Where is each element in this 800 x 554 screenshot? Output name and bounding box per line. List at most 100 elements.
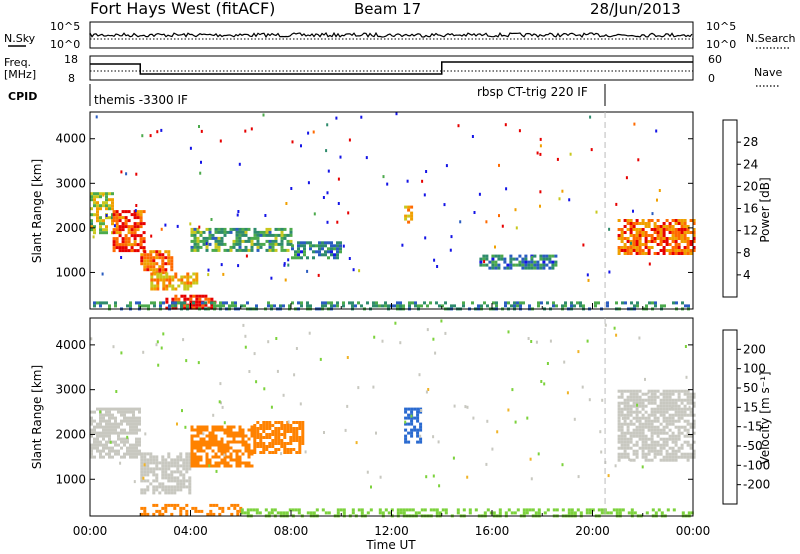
range-cell — [205, 443, 209, 447]
range-cell — [126, 416, 129, 420]
range-cell — [636, 403, 639, 407]
range-cell — [635, 243, 639, 246]
range-cell — [531, 255, 533, 259]
range-cell — [130, 246, 134, 250]
range-cell — [270, 508, 274, 512]
range-cell — [102, 416, 105, 420]
range-cell — [179, 506, 183, 510]
range-cell — [416, 428, 420, 432]
range-cell — [188, 458, 192, 462]
range-cell — [112, 213, 116, 217]
range-cell — [129, 428, 132, 432]
range-cell — [244, 227, 248, 231]
range-cell — [167, 256, 171, 260]
range-cell — [135, 431, 138, 435]
range-cell — [176, 422, 178, 426]
range-cell — [623, 434, 627, 438]
range-cell — [683, 219, 687, 222]
range-cell — [127, 210, 131, 214]
range-cell — [617, 249, 621, 252]
range-cell — [182, 473, 186, 477]
range-cell — [659, 458, 663, 462]
range-cell — [656, 237, 660, 240]
range-cell — [626, 395, 630, 399]
range-cell — [638, 401, 642, 405]
range-cell — [276, 369, 279, 373]
range-cell — [511, 388, 514, 392]
range-cell — [289, 451, 293, 454]
range-cell — [236, 509, 240, 513]
colorbar-tick-label: 28 — [743, 135, 758, 149]
range-cell — [182, 458, 186, 462]
range-cell — [635, 407, 639, 411]
range-cell — [205, 242, 208, 246]
range-cell — [223, 455, 227, 459]
range-cell — [90, 416, 93, 420]
range-cell — [674, 237, 678, 240]
range-cell — [444, 508, 448, 512]
range-cell — [130, 234, 134, 238]
range-cell — [170, 491, 174, 495]
range-cell — [579, 301, 582, 305]
range-cell — [500, 257, 504, 261]
range-cell — [677, 413, 681, 417]
range-cell — [615, 508, 619, 512]
range-cell — [539, 190, 542, 194]
range-cell — [515, 257, 519, 261]
range-cell — [635, 416, 639, 420]
range-cell — [351, 304, 354, 308]
range-cell — [689, 410, 693, 414]
range-cell — [201, 306, 205, 310]
range-cell — [183, 281, 187, 285]
range-cell — [653, 401, 657, 405]
range-cell — [115, 231, 119, 235]
range-cell — [173, 476, 177, 480]
range-cell — [662, 237, 666, 240]
range-cell — [223, 449, 227, 453]
range-cell — [195, 306, 199, 310]
range-cell — [99, 422, 102, 426]
range-cell — [234, 301, 237, 305]
range-cell — [288, 304, 291, 308]
range-cell — [96, 449, 99, 453]
range-cell — [179, 485, 183, 489]
range-cell — [123, 410, 126, 414]
range-cell — [687, 511, 691, 515]
range-cell — [152, 458, 156, 462]
range-cell — [686, 413, 690, 417]
range-cell — [241, 434, 245, 438]
range-cell — [410, 407, 414, 411]
range-cell — [167, 467, 171, 471]
range-cell — [632, 431, 636, 435]
range-cell — [638, 228, 642, 231]
range-cell — [196, 245, 200, 249]
range-cell — [689, 413, 693, 417]
range-cell — [516, 508, 520, 512]
range-cell — [644, 419, 648, 423]
range-cell — [280, 427, 284, 430]
range-cell — [539, 137, 542, 141]
range-cell — [126, 437, 129, 441]
range-tick-label: 3000 — [55, 176, 86, 190]
range-cell — [551, 263, 555, 267]
range-cell — [267, 511, 271, 515]
range-cell — [686, 240, 690, 243]
range-cell — [198, 125, 200, 128]
range-cell — [132, 422, 135, 426]
range-cell — [287, 263, 290, 267]
range-cell — [656, 425, 660, 429]
range-cell — [262, 421, 266, 424]
range-cell — [120, 407, 123, 411]
range-cell — [138, 452, 141, 456]
range-cell — [656, 243, 660, 246]
range-cell — [286, 448, 290, 451]
range-cell — [244, 245, 248, 249]
range-cell — [675, 301, 678, 305]
range-cell — [485, 254, 489, 258]
range-cell — [150, 281, 154, 285]
range-cell — [497, 257, 501, 261]
range-cell — [321, 304, 324, 308]
range-cell — [155, 464, 159, 468]
range-cell — [140, 464, 144, 468]
range-cell — [665, 419, 669, 423]
